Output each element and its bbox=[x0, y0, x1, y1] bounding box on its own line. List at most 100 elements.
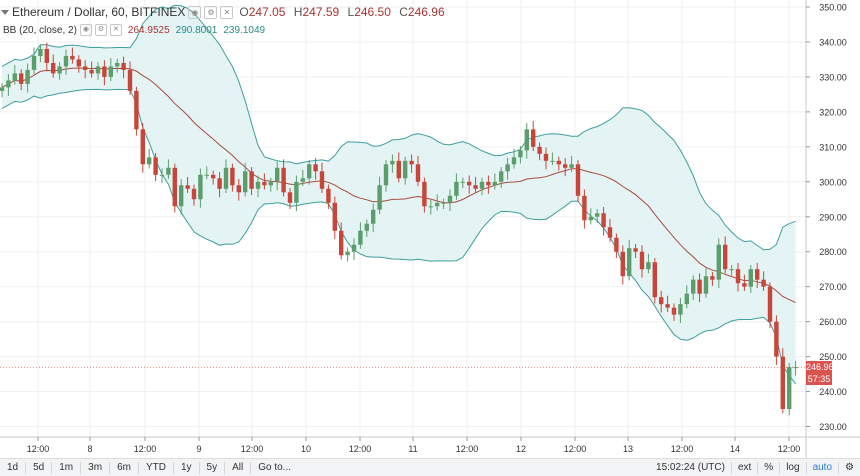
range-1d[interactable]: 1d bbox=[0, 461, 27, 474]
candle bbox=[345, 247, 350, 262]
candle-body bbox=[25, 69, 30, 84]
candle-body bbox=[588, 216, 593, 221]
x-tick-label: 12:00 bbox=[349, 444, 372, 454]
low-value: 246.50 bbox=[354, 5, 391, 19]
candle bbox=[563, 158, 568, 177]
candle-body bbox=[345, 251, 350, 256]
candle-body bbox=[556, 160, 561, 165]
range-6m[interactable]: 6m bbox=[110, 461, 139, 474]
candle-body bbox=[275, 167, 280, 182]
range-5y[interactable]: 5y bbox=[200, 461, 226, 474]
candle-body bbox=[371, 209, 376, 224]
open-value: 247.05 bbox=[248, 5, 286, 19]
candle-body bbox=[607, 227, 613, 238]
candle-body bbox=[441, 202, 446, 204]
candle-body bbox=[351, 244, 357, 252]
candle-body bbox=[83, 66, 88, 70]
low-label: L bbox=[347, 5, 355, 19]
range-ytd[interactable]: YTD bbox=[139, 461, 174, 474]
x-tick-label: 13 bbox=[623, 444, 633, 454]
candle-body bbox=[313, 164, 318, 172]
candle-body bbox=[787, 367, 792, 410]
candle bbox=[780, 348, 785, 414]
candle-body bbox=[262, 181, 267, 186]
candle bbox=[25, 63, 30, 93]
candle-body bbox=[172, 167, 177, 207]
candle-body bbox=[537, 146, 542, 154]
candle bbox=[409, 154, 414, 173]
candle bbox=[57, 62, 62, 80]
range-5d[interactable]: 5d bbox=[26, 461, 53, 474]
candle-body bbox=[236, 185, 241, 193]
candle-body bbox=[89, 69, 94, 74]
y-tick-label: 260.00 bbox=[819, 317, 847, 327]
close-icon[interactable]: ✕ bbox=[220, 5, 234, 19]
chevron-down-icon[interactable] bbox=[1, 9, 9, 15]
candle bbox=[63, 49, 69, 75]
candle-body bbox=[166, 167, 171, 175]
high-value: 247.59 bbox=[302, 5, 340, 19]
x-tick-label: 9 bbox=[196, 444, 201, 454]
candle-body bbox=[76, 59, 81, 67]
candle-body bbox=[575, 164, 581, 196]
candle bbox=[51, 54, 56, 78]
candle-body bbox=[422, 181, 427, 207]
candle bbox=[537, 142, 542, 161]
candle-body bbox=[467, 181, 472, 186]
candle bbox=[102, 60, 107, 86]
candle bbox=[12, 65, 17, 85]
candle bbox=[172, 163, 177, 213]
range-1m[interactable]: 1m bbox=[52, 461, 82, 474]
candle-body bbox=[127, 69, 133, 91]
settings-icon[interactable]: ⚙ bbox=[204, 5, 218, 19]
candle-body bbox=[134, 90, 139, 130]
candle bbox=[671, 303, 677, 321]
candle bbox=[620, 245, 625, 285]
settings-icon[interactable]: ⚙ bbox=[94, 24, 107, 36]
eye-icon[interactable]: ◉ bbox=[79, 24, 92, 36]
x-tick-label: 10 bbox=[301, 444, 311, 454]
candle-body bbox=[31, 55, 37, 70]
range-1y[interactable]: 1y bbox=[174, 461, 200, 474]
eye-icon[interactable]: ◉ bbox=[188, 5, 202, 19]
candle bbox=[275, 161, 280, 191]
y-tick-label: 270.00 bbox=[819, 282, 847, 292]
time-axis: 12:00 8 12:00 9 12:00 10 12:00 11 12:00 12 12:00 13… bbox=[27, 437, 800, 454]
ext-toggle[interactable]: ext bbox=[730, 461, 757, 474]
candle-body bbox=[38, 48, 43, 56]
candle-body bbox=[223, 167, 229, 189]
range-3m[interactable]: 3m bbox=[81, 461, 111, 474]
candle bbox=[492, 173, 497, 190]
candle bbox=[351, 238, 357, 261]
candle-body bbox=[447, 195, 453, 203]
goto-button[interactable]: Go to... bbox=[258, 461, 292, 473]
candle bbox=[326, 184, 331, 210]
log-toggle[interactable]: log bbox=[779, 461, 805, 474]
candle bbox=[723, 236, 728, 274]
candle-body bbox=[287, 192, 293, 203]
candle bbox=[230, 163, 235, 192]
candle bbox=[473, 176, 478, 193]
candle-body bbox=[403, 160, 408, 179]
candle bbox=[479, 177, 485, 196]
candle bbox=[729, 264, 734, 276]
candle bbox=[223, 159, 229, 193]
price-chart[interactable]: 350.00 340.00 330.00 320.00 310.00 300.00 290.… bbox=[0, 0, 860, 458]
candle bbox=[313, 158, 318, 180]
candle-body bbox=[63, 55, 69, 67]
candle bbox=[236, 178, 241, 201]
candle-body bbox=[723, 244, 728, 270]
open-label: O bbox=[239, 5, 249, 19]
candle bbox=[159, 168, 165, 184]
candle bbox=[287, 188, 293, 210]
candle bbox=[601, 206, 606, 236]
close-icon[interactable]: ✕ bbox=[109, 24, 122, 36]
candle bbox=[428, 199, 433, 215]
candle bbox=[211, 170, 216, 185]
y-tick-label: 300.00 bbox=[819, 177, 847, 187]
auto-toggle[interactable]: auto bbox=[805, 461, 838, 474]
gear-icon[interactable]: ⚙ bbox=[838, 461, 860, 474]
percent-toggle[interactable]: % bbox=[757, 461, 779, 474]
candle-body bbox=[6, 80, 11, 88]
range-all[interactable]: All bbox=[225, 461, 252, 474]
